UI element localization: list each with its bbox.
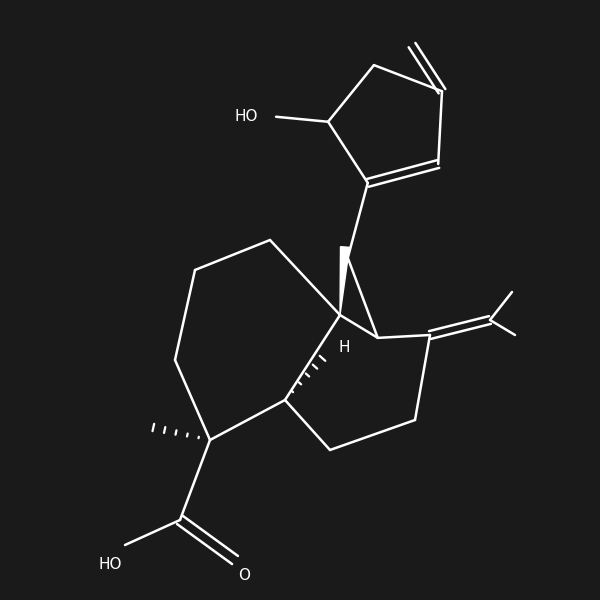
Text: O: O — [238, 568, 250, 583]
Text: H: H — [338, 340, 349, 355]
Text: HO: HO — [235, 109, 258, 124]
Polygon shape — [340, 247, 349, 315]
Text: HO: HO — [98, 557, 122, 572]
